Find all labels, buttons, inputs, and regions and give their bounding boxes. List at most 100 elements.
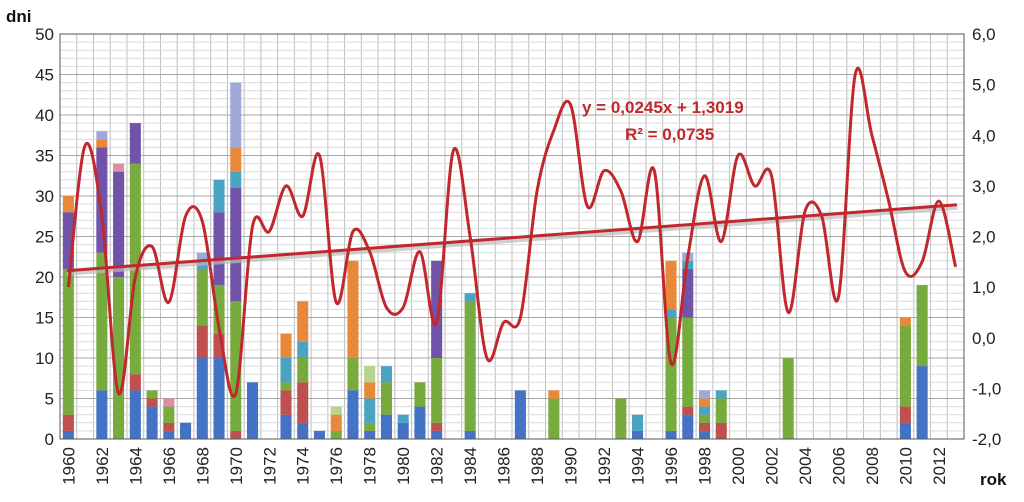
bar-segment-1998-teal xyxy=(698,406,711,415)
right-tick-label: -1,0 xyxy=(972,379,1001,398)
bar-segment-1977-blue xyxy=(347,390,359,439)
bar-segment-1960-blue xyxy=(62,430,74,439)
left-tick-label: 25 xyxy=(35,228,54,247)
x-tick-label: 1962 xyxy=(93,447,112,485)
bar-segment-1982-purple xyxy=(431,260,443,358)
bar-segment-1964-red xyxy=(129,374,141,391)
bar-segment-1975-blue xyxy=(313,430,326,439)
left-tick-label: 5 xyxy=(45,390,54,409)
bar-segment-1967-blue xyxy=(180,422,192,439)
bar-segment-1970-green xyxy=(230,301,242,431)
bar-segment-1966-red xyxy=(163,422,175,431)
bar-segment-1964-purple xyxy=(129,123,141,164)
index-line xyxy=(66,66,958,398)
trend-r-squared: R² = 0,0735 xyxy=(625,125,714,144)
bar-segment-1966-pink xyxy=(163,398,175,407)
bar-segment-1980-blue xyxy=(397,422,409,439)
grid-lines xyxy=(59,33,965,440)
bar-segment-1998-orange xyxy=(698,398,711,407)
x-tick-label: 1976 xyxy=(327,447,346,485)
bar-segment-1969-purple xyxy=(213,212,225,286)
bar-segment-1965-green xyxy=(146,390,158,399)
bar-segment-1978-blue xyxy=(364,430,376,439)
bar-segment-1960-purple xyxy=(62,212,74,269)
left-tick-label: 0 xyxy=(45,430,54,449)
bar-segment-1965-blue xyxy=(146,406,158,439)
bar-segment-1998-green xyxy=(698,414,711,423)
right-tick-label: 4,0 xyxy=(972,126,996,145)
bar-segment-1974-red xyxy=(297,382,309,423)
y-axis-title: dni xyxy=(6,7,32,26)
x-tick-label: 1972 xyxy=(260,447,279,485)
bar-segment-1970-orange xyxy=(230,147,242,172)
plot-border xyxy=(59,33,965,440)
bar-segment-1974-orange xyxy=(297,301,309,342)
left-axis-ticks: 0 5 10 15 20 25 30 35 40 45 50 xyxy=(35,25,54,449)
bar-segment-1996-green xyxy=(665,317,677,431)
x-tick-label: 1970 xyxy=(227,447,246,485)
bar-segment-1968-red xyxy=(196,325,208,358)
bar-segment-1994-teal xyxy=(632,414,644,431)
bar-segment-1987-blue xyxy=(514,390,526,439)
right-tick-label: 6,0 xyxy=(972,25,996,44)
left-tick-label: 35 xyxy=(35,147,54,166)
x-tick-label: 1974 xyxy=(294,447,313,485)
index-line-path xyxy=(66,66,958,398)
bar-segment-1974-teal xyxy=(297,341,309,358)
bar-segment-1978-orange xyxy=(364,382,376,399)
bar-segment-1969-green xyxy=(213,285,225,334)
bar-segment-1993-green xyxy=(615,398,627,439)
bar-segment-1973-teal xyxy=(280,358,292,383)
bar-segment-2011-blue xyxy=(916,366,928,439)
left-tick-label: 30 xyxy=(35,187,54,206)
x-tick-label: 1984 xyxy=(461,447,480,485)
bar-segment-1997-purple xyxy=(682,268,694,318)
bar-segment-1973-red xyxy=(280,390,292,415)
bar-segment-1996-blue xyxy=(665,430,677,439)
bar-segment-1984-blue xyxy=(464,430,476,439)
bar-segment-1998-lavender xyxy=(698,390,711,399)
bar-segment-1997-red xyxy=(682,406,694,415)
bar-segment-1999-teal xyxy=(715,390,727,399)
right-axis-ticks: -2,0 -1,0 0,0 1,0 2,0 3,0 4,0 5,0 6,0 xyxy=(972,25,1001,449)
bar-segment-1989-green xyxy=(548,398,560,439)
bar-segment-1966-green xyxy=(163,406,175,423)
bar-segment-1960-orange xyxy=(62,196,74,213)
right-tick-label: 0,0 xyxy=(972,329,996,348)
bar-segment-1963-pink xyxy=(113,163,125,172)
bar-segment-1982-green xyxy=(431,358,443,423)
left-tick-label: 10 xyxy=(35,349,54,368)
right-tick-label: 3,0 xyxy=(972,177,996,196)
bar-segment-1969-blue xyxy=(213,358,225,439)
x-tick-label: 1994 xyxy=(629,447,648,485)
bar-segment-1996-teal xyxy=(665,309,677,318)
left-tick-label: 45 xyxy=(35,66,54,85)
bar-segment-1969-teal xyxy=(213,179,225,213)
x-tick-label: 1978 xyxy=(361,447,380,485)
x-tick-label: 1968 xyxy=(193,447,212,485)
bar-segment-1963-purple xyxy=(113,171,125,277)
x-axis-ticks: 1960 1962 1964 1966 1968 1970 1972 1974 1976 1978… xyxy=(59,447,949,485)
right-tick-label: 2,0 xyxy=(972,228,996,247)
bar-segment-1962-green xyxy=(96,252,108,391)
bar-segment-1968-blue xyxy=(196,358,208,439)
x-tick-label: 2002 xyxy=(762,447,781,485)
trendline xyxy=(66,203,958,276)
bar-segment-1979-green xyxy=(380,382,392,415)
left-tick-label: 40 xyxy=(35,106,54,125)
bar-segment-1984-green xyxy=(464,301,476,431)
bar-segment-1989-orange xyxy=(548,390,560,399)
bar-segment-1998-red xyxy=(698,422,711,431)
bar-segment-1984-teal xyxy=(464,293,476,302)
x-tick-label: 1982 xyxy=(428,447,447,485)
trendline-line xyxy=(66,203,958,273)
bar-segment-1978-green xyxy=(364,422,376,431)
stacked-bars xyxy=(62,82,928,439)
x-tick-label: 2012 xyxy=(930,447,949,485)
x-tick-label: 2000 xyxy=(729,447,748,485)
bar-segment-1994-blue xyxy=(632,430,644,439)
bar-segment-1971-blue xyxy=(246,382,259,439)
right-tick-label: 1,0 xyxy=(972,278,996,297)
bar-segment-1996-orange xyxy=(665,260,677,310)
